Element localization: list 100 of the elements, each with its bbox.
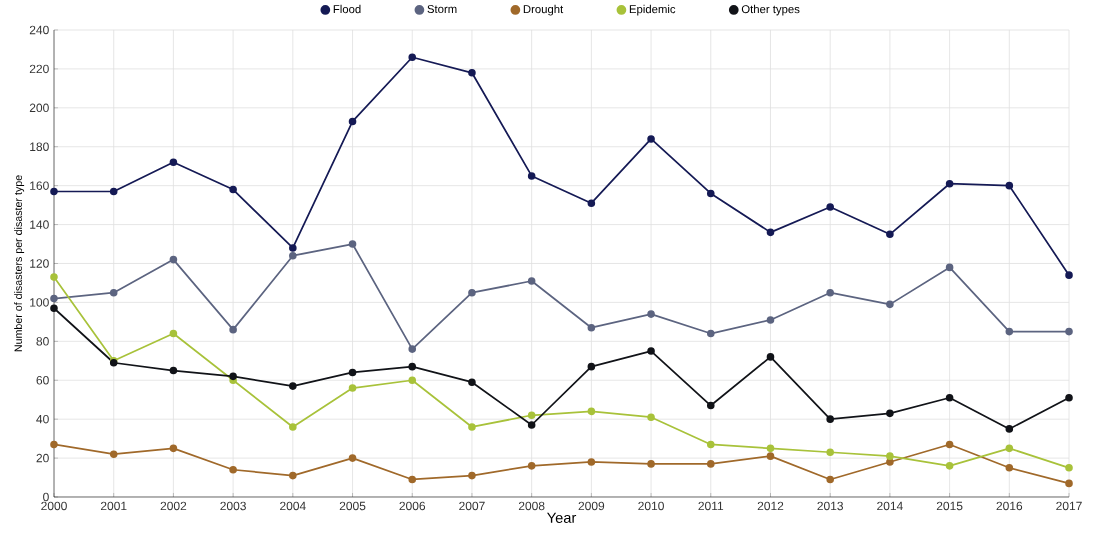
point	[826, 288, 834, 297]
point	[527, 172, 536, 180]
point	[706, 189, 715, 198]
point	[587, 199, 596, 207]
y-tick-label: 120	[30, 259, 49, 268]
point	[527, 411, 536, 420]
point	[468, 471, 476, 480]
legend-label: Epidemic	[629, 4, 676, 16]
x-tick-label: 2008	[518, 501, 545, 511]
point	[348, 117, 357, 126]
point	[1005, 464, 1014, 472]
y-tick-label: 0	[43, 492, 49, 502]
point	[408, 53, 417, 62]
y-tick-label: 200	[29, 103, 49, 113]
point	[587, 458, 596, 466]
y-tick-label: 180	[30, 142, 49, 151]
x-tick-label: 2000	[41, 501, 67, 511]
point	[647, 135, 655, 143]
point	[50, 440, 58, 449]
point	[1065, 479, 1073, 488]
x-tick-label: 2003	[220, 501, 246, 511]
point	[468, 69, 476, 77]
point	[886, 230, 894, 239]
point	[50, 273, 58, 281]
point	[169, 444, 178, 453]
point	[647, 413, 655, 422]
point	[169, 255, 178, 264]
point	[886, 409, 894, 418]
point	[468, 288, 476, 297]
y-tick-label: 80	[36, 337, 49, 346]
point	[945, 393, 954, 402]
x-tick-label: 2009	[578, 501, 605, 511]
point	[706, 460, 715, 468]
point	[348, 368, 357, 377]
point	[169, 158, 178, 167]
point	[826, 203, 834, 211]
point	[945, 462, 954, 470]
point	[1065, 393, 1073, 402]
point	[647, 310, 655, 318]
point	[945, 179, 954, 188]
point	[50, 304, 58, 313]
point	[289, 423, 297, 431]
point	[706, 440, 715, 449]
point	[289, 471, 297, 480]
x-tick-label: 2017	[1056, 501, 1082, 511]
point	[706, 329, 715, 338]
point	[527, 462, 536, 470]
point	[348, 240, 357, 248]
x-tick-label: 2015	[936, 501, 963, 511]
point	[647, 460, 655, 468]
point	[408, 475, 417, 484]
x-tick-label: 2007	[459, 501, 485, 511]
legend-label: Flood	[333, 4, 361, 14]
point	[468, 378, 476, 386]
point	[1065, 464, 1073, 472]
y-tick-label: 160	[30, 181, 49, 190]
x-tick-label: 2002	[160, 501, 187, 511]
point	[826, 448, 834, 457]
x-tick-label: 2010	[638, 501, 664, 511]
x-tick-label: 2014	[877, 501, 903, 511]
y-tick-label: 40	[36, 414, 49, 424]
y-tick-label: 60	[36, 375, 49, 385]
point	[1005, 327, 1014, 336]
point	[289, 244, 297, 252]
legend-label: Other types	[741, 4, 800, 16]
point	[587, 362, 596, 371]
point	[408, 362, 417, 371]
point	[109, 288, 118, 297]
point	[1005, 181, 1014, 190]
point	[1065, 327, 1073, 336]
point	[468, 423, 476, 431]
x-tick-label: 2016	[996, 501, 1023, 511]
point	[50, 294, 58, 303]
point	[169, 366, 178, 375]
point	[886, 458, 894, 466]
y-tick-label: 100	[30, 298, 49, 307]
y-tick-label: 140	[30, 220, 49, 229]
point	[587, 407, 596, 416]
point	[706, 401, 715, 410]
point	[886, 300, 894, 309]
point	[527, 277, 536, 285]
point	[229, 372, 237, 381]
point	[229, 325, 237, 334]
point	[348, 384, 357, 392]
x-tick-label: 2011	[698, 501, 724, 511]
x-tick-label: 2006	[399, 501, 426, 511]
legend-label: Storm	[427, 5, 457, 14]
point	[408, 376, 417, 385]
legend-label: Drought	[523, 4, 564, 16]
point	[169, 329, 178, 338]
point	[945, 440, 954, 449]
x-tick-label: 2013	[817, 501, 844, 511]
point	[289, 251, 297, 260]
point	[1005, 444, 1014, 453]
point	[1065, 271, 1073, 279]
point	[826, 475, 834, 484]
y-tick-label: 240	[29, 25, 49, 35]
point	[766, 444, 775, 453]
point	[766, 353, 775, 361]
point	[826, 415, 834, 423]
